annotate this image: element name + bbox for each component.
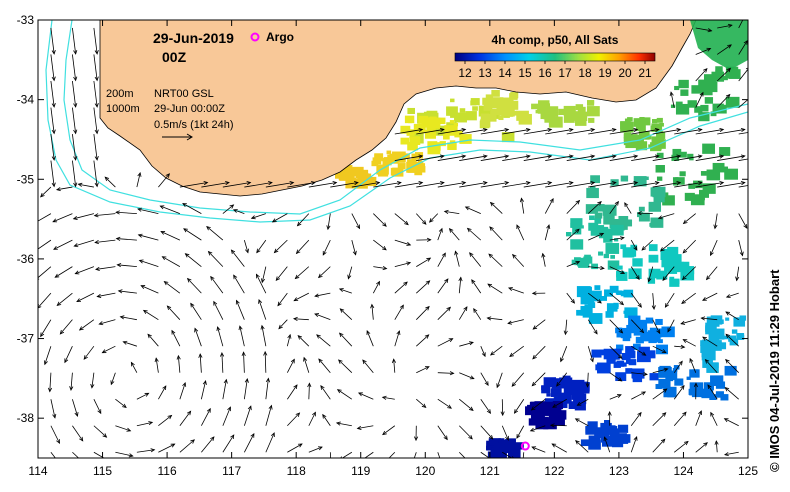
argo-legend-label: Argo: [266, 30, 294, 44]
map-hour: 00Z: [162, 49, 187, 65]
y-tick-label: -35: [17, 172, 35, 186]
x-tick-label: 124: [673, 464, 693, 478]
x-tick-label: 121: [480, 464, 500, 478]
x-tick-label: 116: [158, 464, 177, 478]
argo-legend-icon: [250, 32, 260, 42]
map-date: 29-Jun-2019: [153, 30, 234, 46]
imos-credit: © IMOS 04-Jul-2019 11:29 Hobart: [767, 269, 782, 473]
y-tick-label: -38: [17, 411, 35, 425]
y-tick-label: -36: [17, 252, 35, 266]
y-tick-label: -34: [17, 93, 35, 107]
colorbar-tick-label: 15: [518, 66, 532, 80]
arrow-scale-icon: [162, 133, 193, 141]
x-tick-label: 118: [287, 464, 306, 478]
x-axis: 114 115 116 117 118 119 120 121 122 123 124 125: [28, 20, 758, 478]
colorbar-ticks: 12 13 14 15 16 17 18 19 20 21: [458, 61, 652, 80]
contour-200m: [63, 20, 748, 215]
x-tick-label: 123: [609, 464, 629, 478]
x-tick-label: 115: [93, 464, 112, 478]
x-tick-label: 114: [28, 464, 47, 478]
x-tick-label: 120: [415, 464, 435, 478]
argo-float-marker: [520, 441, 530, 451]
contour-label-200m: 200m: [106, 88, 134, 100]
colorbar-tick-label: 13: [478, 66, 492, 80]
colorbar-tick-label: 19: [598, 66, 612, 80]
arrow-scale-label: 0.5m/s (1kt 24h): [154, 119, 233, 131]
colorbar-tick-label: 20: [618, 66, 632, 80]
x-tick-label: 122: [544, 464, 564, 478]
colorbar-tick-label: 14: [498, 66, 512, 80]
colorbar-tick-label: 17: [558, 66, 572, 80]
current-vectors: [38, 20, 748, 458]
contour-label-1000m: 1000m: [106, 103, 140, 115]
y-tick-label: -33: [17, 13, 35, 27]
colorbar-tick-label: 12: [458, 66, 472, 80]
colorbar-tick-label: 16: [538, 66, 552, 80]
colorbar-tick-label: 18: [578, 66, 592, 80]
y-axis: -33 -34 -35 -36 -37 -38: [17, 13, 748, 425]
product-time: 29-Jun 00:00Z: [154, 103, 225, 115]
x-tick-label: 125: [738, 464, 758, 478]
y-tick-label: -37: [17, 332, 35, 346]
product-name: NRT00 GSL: [154, 88, 214, 100]
x-tick-label: 117: [222, 464, 241, 478]
sst-east-coast: [690, 20, 748, 70]
x-tick-label: 119: [351, 464, 370, 478]
colorbar-title: 4h comp, p50, All Sats: [492, 33, 619, 47]
australia-land: [99, 20, 697, 197]
plot-frame: [37, 19, 749, 459]
colorbar-tick-label: 21: [638, 66, 652, 80]
colorbar: [454, 52, 656, 62]
